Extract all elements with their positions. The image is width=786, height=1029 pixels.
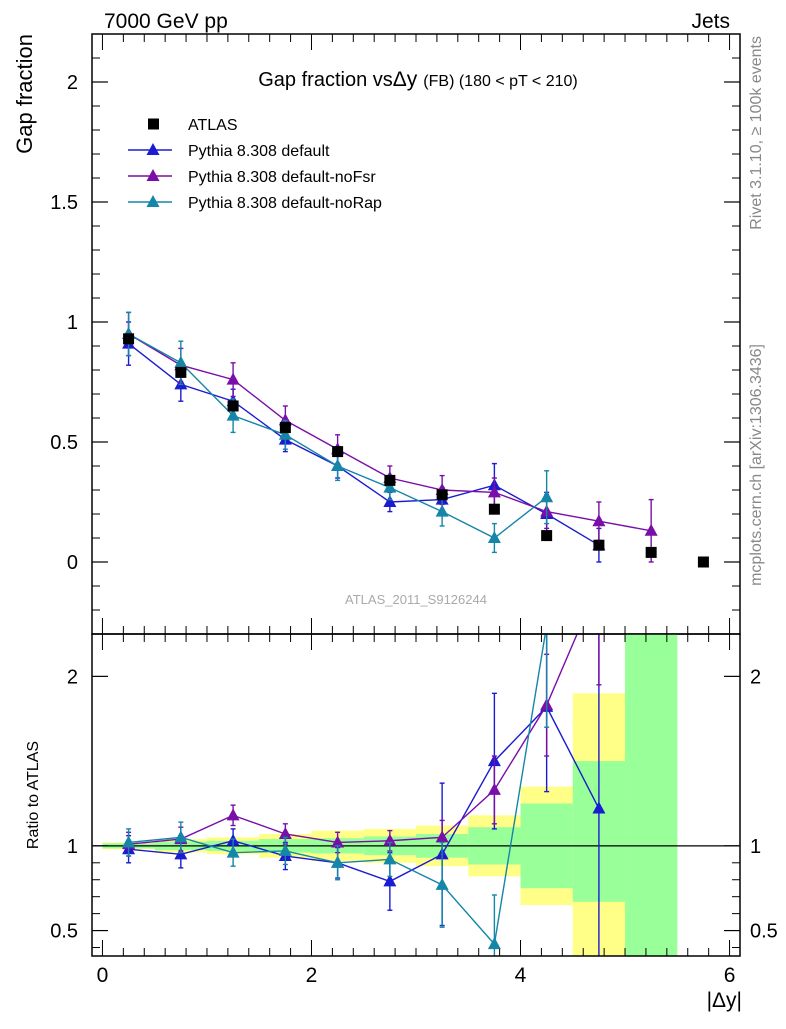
side-bottom-label: mcplots.cern.ch [arXiv:1306.3436] [748,344,765,586]
triangle-marker [122,835,136,848]
triangle-marker [278,843,292,856]
ratio-series-line [128,705,600,883]
main-title-delta: Δy [393,68,418,91]
ratio-series-line [128,634,546,946]
atlas-marker [123,333,135,345]
triangle-marker [592,576,605,588]
ratio-y-tick-label: 0.5 [50,921,78,943]
main-title-text: Gap fraction vs [258,69,393,91]
triangle-marker [540,490,554,503]
triangle-marker [278,826,292,839]
x-tick-labels: 0 2 4 6 [97,964,736,987]
ratio-panel: Ratio to ATLAS 0.5 0.5 1 1 2 2 0 2 4 6 |Δy| [25,576,778,1012]
legend-label: ATLAS [188,117,238,134]
ratio-series-line [128,634,578,845]
triangle-marker [146,143,160,155]
triangle-marker [487,937,501,950]
triangle-marker [592,801,606,814]
ratio-data-marks [122,576,606,956]
watermark: ATLAS_2011_S9126244 [345,592,487,607]
side-top-label: Rivet 3.1.10, ≥ 100k events [748,36,765,230]
atlas-marker [645,546,657,558]
triangle-marker [331,835,345,848]
triangle-marker [435,504,449,517]
triangle-marker [383,874,397,887]
triangle-marker [487,531,501,543]
triangle-marker [383,495,397,507]
x-tick-label: 2 [306,964,318,987]
atlas-marker [175,366,187,378]
x-tick-label: 6 [724,964,736,987]
green-band [625,634,678,956]
atlas-marker [697,556,709,568]
ratio-y-tick-label-right: 1 [750,836,761,858]
triangle-marker [226,408,240,421]
triangle-marker [174,355,188,368]
legend-label: Pythia 8.308 default [188,143,330,160]
triangle-marker [644,523,658,536]
bands [102,634,678,956]
x-tick-label: 0 [97,964,109,987]
atlas-marker [384,474,396,486]
ratio-ylabel: Ratio to ATLAS [25,741,42,849]
main-data-marks [122,311,709,568]
ratio-y-tick-label-right: 2 [750,666,761,688]
y-tick-label: 0 [67,552,78,574]
ratio-axis-ticks: 0.5 0.5 1 1 2 2 [50,634,778,956]
ratio-frame [91,633,741,957]
triangle-marker [383,852,397,865]
atlas-marker [279,422,291,434]
triangle-marker [146,195,160,207]
legend-label: Pythia 8.308 default-noFsr [188,169,376,186]
triangle-marker [383,480,397,493]
triangle-marker [146,169,160,181]
series-line [128,343,600,546]
main-panel: Gap fraction vsΔy (FB) (180 < pT < 210) G… [12,33,741,635]
atlas-marker [227,400,239,412]
ratio-y-tick-label: 2 [67,666,78,688]
triangle-marker [383,833,397,846]
triangle-marker [226,808,240,821]
ratio-y-tick-label: 1 [67,836,78,858]
ratio-uncertainty-bands [92,634,740,956]
main-title: Gap fraction vsΔy (FB) (180 < pT < 210) [258,68,578,91]
triangle-marker [226,372,240,385]
atlas-marker [541,530,553,542]
main-title-sub: (FB) (180 < pT < 210) [423,73,577,90]
triangle-marker [226,845,240,858]
legend-marker-atlas [148,118,159,130]
triangle-marker [331,855,345,868]
header-right: Jets [691,10,730,33]
triangle-marker [174,830,188,843]
triangle-marker [487,485,501,498]
triangle-marker [331,459,345,471]
legend-label: Pythia 8.308 default-noRap [188,195,382,212]
y-tick-label: 0.5 [50,432,78,454]
triangle-marker [278,427,292,440]
y-tick-label: 1.5 [50,192,78,214]
legend: ATLAS Pythia 8.308 default Pythia 8.308 de… [128,117,382,212]
y-tick-label: 2 [67,72,78,94]
atlas-marker [436,489,448,501]
ratio-y-tick-label-right: 0.5 [750,921,778,943]
x-tick-label: 4 [515,964,527,987]
triangle-marker [435,830,449,843]
main-axis-ticks: 0 0.5 1 1.5 2 [50,34,740,634]
triangle-marker [592,514,606,527]
triangle-marker [540,619,553,631]
main-ylabel: Gap fraction [12,34,37,154]
atlas-marker [488,503,500,515]
atlas-marker [332,446,344,458]
triangle-marker [435,877,449,890]
ratio-series [122,576,606,956]
x-axis-label: |Δy| [707,989,742,1012]
atlas-marker [593,539,605,551]
y-tick-label: 1 [67,312,78,334]
header-left: 7000 GeV pp [104,10,228,33]
triangle-marker [487,782,501,795]
